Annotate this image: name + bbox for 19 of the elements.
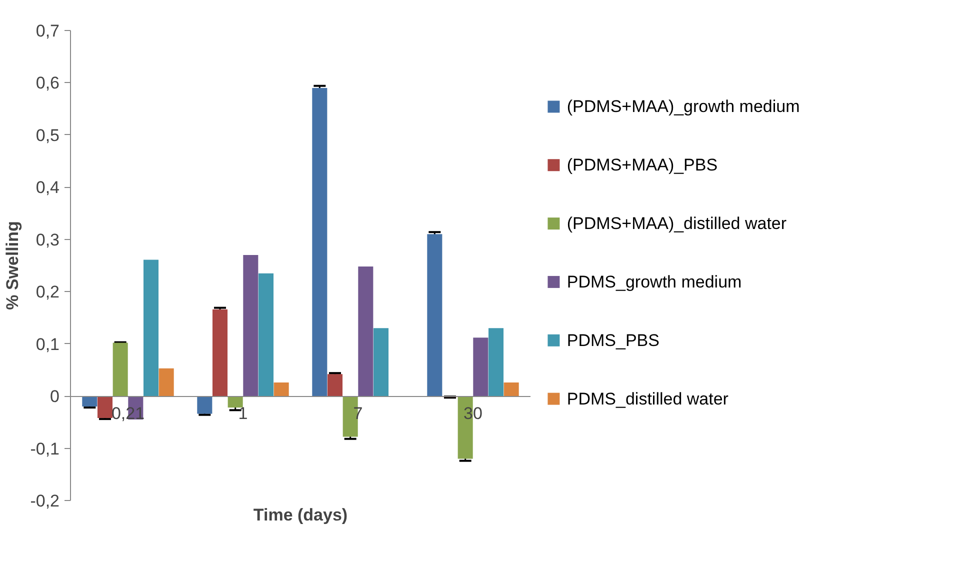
y-tick-label: 0,6 xyxy=(36,74,60,93)
x-axis-title: Time (days) xyxy=(253,506,348,524)
legend-label: (PDMS+MAA)_PBS xyxy=(566,156,718,175)
y-tick-label: 0,1 xyxy=(36,334,60,354)
y-tick-label: 0,5 xyxy=(36,126,60,145)
x-tick-label: 1 xyxy=(238,404,248,424)
y-tick-label: 0,2 xyxy=(36,282,60,302)
legend-label: PDMS_distilled water xyxy=(566,389,729,408)
y-tick-label: 0,3 xyxy=(36,230,60,250)
y-axis-title: % Swelling xyxy=(3,221,22,310)
legend-label: PDMS_growth medium xyxy=(566,272,742,292)
legend-label: (PDMS+MAA)_distilled water xyxy=(566,214,787,234)
y-tick-label: 0,4 xyxy=(36,178,60,198)
legend-label: (PDMS+MAA)_growth medium xyxy=(566,97,800,116)
y-tick-label: 0 xyxy=(50,387,60,406)
legend-label: PDMS_PBS xyxy=(566,330,660,350)
y-tick-label: 0,7 xyxy=(36,22,60,40)
y-tick-label: -0,1 xyxy=(30,439,60,458)
y-tick-label: -0,2 xyxy=(30,492,60,510)
